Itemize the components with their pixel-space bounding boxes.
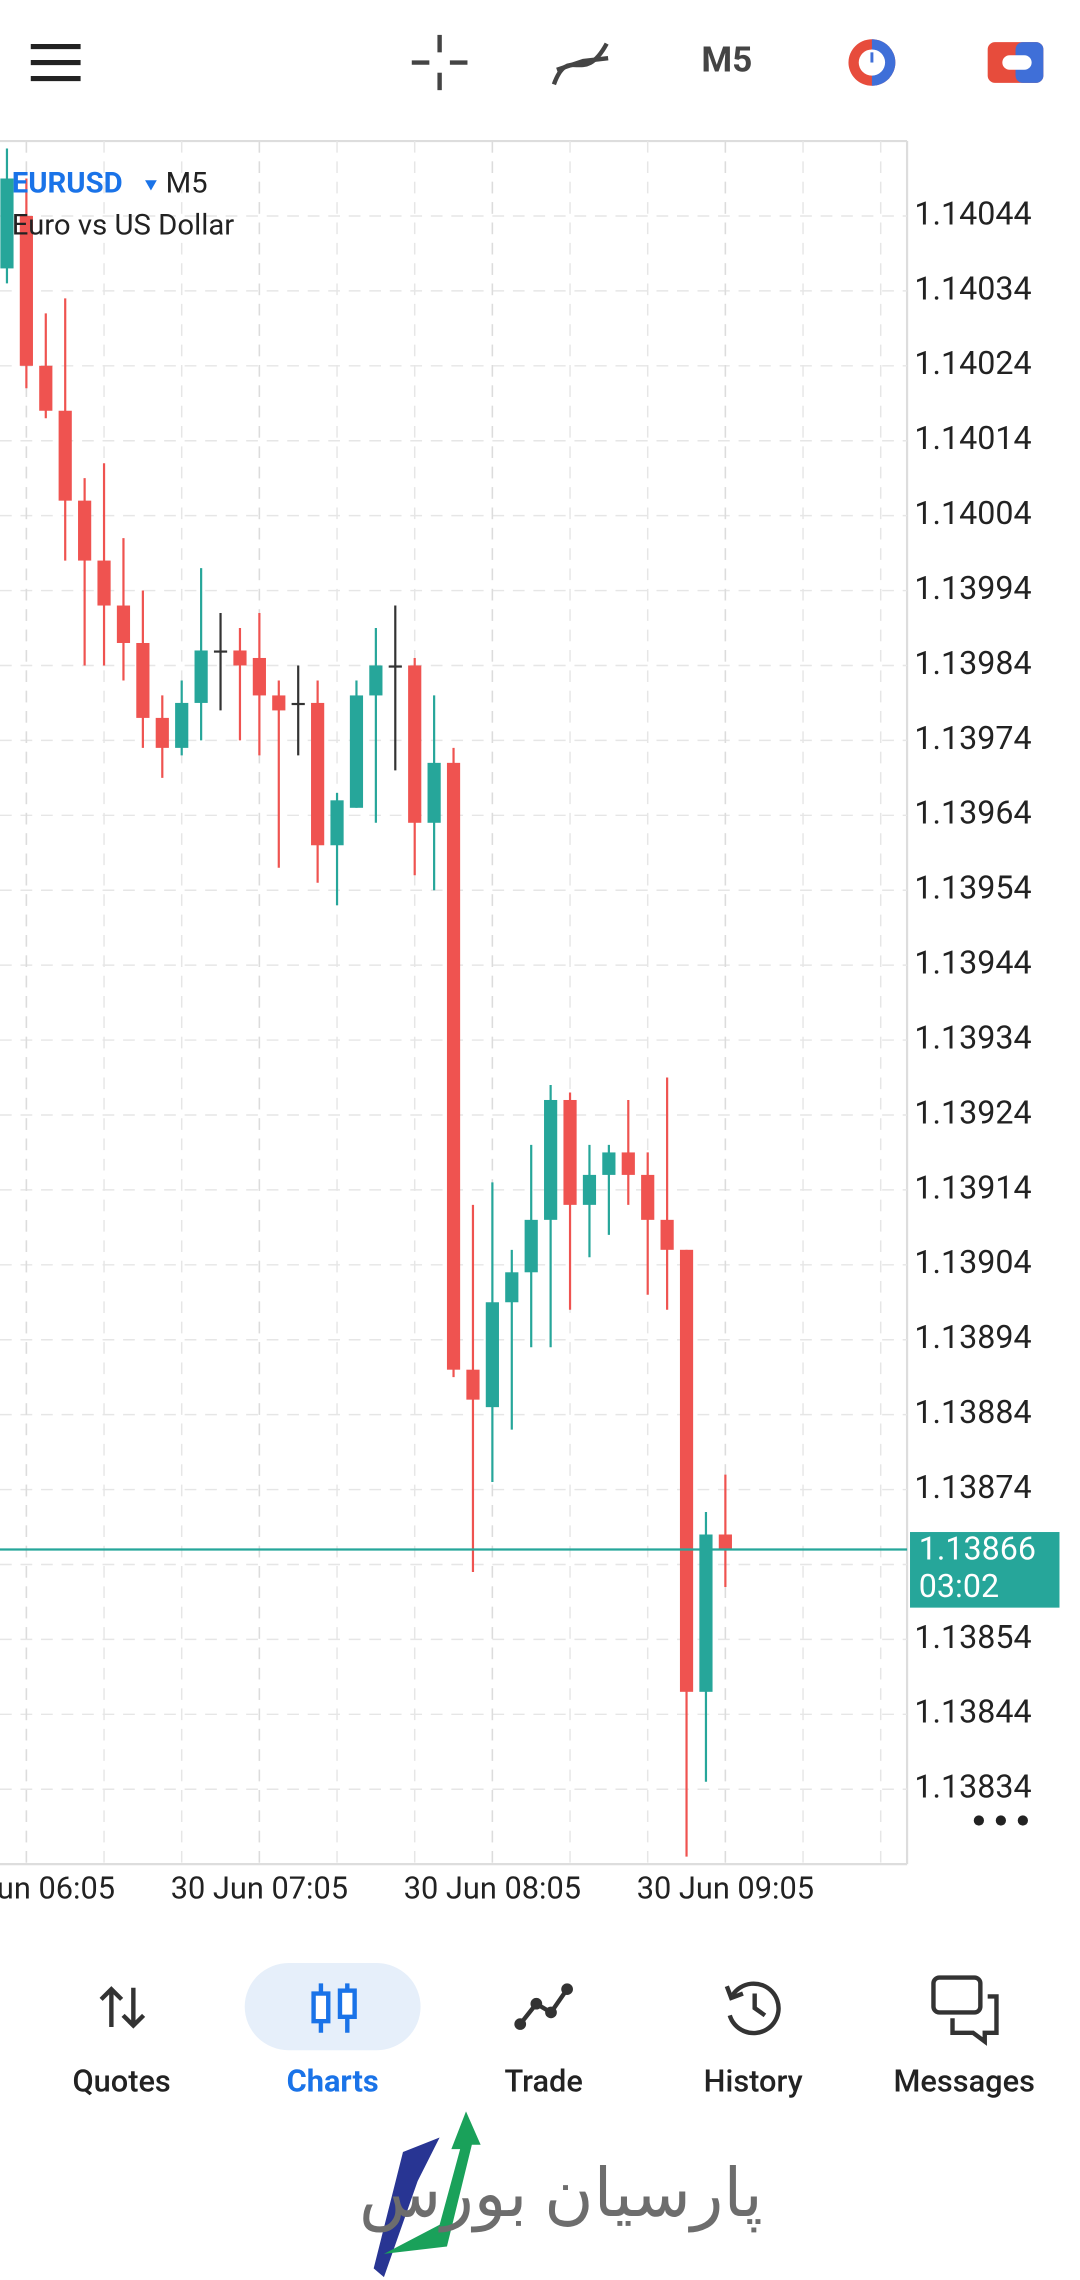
candle-body	[330, 800, 344, 846]
y-tick-label: 1.13934	[914, 1019, 1031, 1057]
crosshair-button[interactable]	[411, 34, 468, 91]
y-tick-label: 1.13914	[914, 1168, 1031, 1206]
candle-body	[466, 1369, 480, 1400]
nav-tab[interactable]: Trade	[504, 2065, 582, 2100]
watermark-logo	[373, 2111, 481, 2278]
candle-body	[272, 695, 286, 711]
trade-icon	[514, 1983, 573, 2030]
y-tick-label: 1.13984	[914, 644, 1031, 682]
candle-body	[427, 762, 441, 823]
y-tick-label: 1.14034	[914, 269, 1031, 307]
candle-body	[679, 1249, 694, 1692]
y-tick-label: 1.14044	[914, 195, 1031, 233]
current-price-box	[910, 1532, 1060, 1608]
candle-body	[116, 605, 131, 643]
chart-timeframe: M5	[166, 166, 208, 200]
y-tick-label: 1.13894	[914, 1318, 1031, 1356]
candle-body	[194, 650, 208, 703]
candle-body	[155, 717, 169, 748]
countdown-label: 03:02	[919, 1567, 999, 1605]
x-tick-label: 30 Jun 08:05	[404, 1871, 581, 1906]
candle-body	[388, 665, 402, 668]
y-tick-label: 1.13974	[914, 719, 1031, 757]
timeframe-button[interactable]: M5	[701, 40, 752, 81]
candle-body	[58, 410, 72, 501]
candle-body	[524, 1219, 538, 1273]
candle-body	[446, 762, 461, 1370]
candle-body	[233, 650, 247, 666]
chart-layer: 1.14044 1.14034 1.14024 1.14014 1.14004 1.139…	[0, 141, 1060, 1906]
y-tick-label: 1.14024	[914, 344, 1031, 382]
candle-body	[78, 500, 92, 561]
candle-body	[544, 1099, 558, 1220]
y-tick-label: 1.14004	[914, 494, 1031, 532]
candle-body	[349, 695, 364, 808]
candle-body	[39, 365, 53, 411]
indicators-button[interactable]	[551, 42, 609, 86]
candle-body	[369, 665, 383, 696]
y-tick-label: 1.13964	[914, 794, 1031, 832]
bottom-navigation: Quotes Charts Trade History Messages	[72, 2065, 1034, 2100]
candle-body	[563, 1099, 577, 1205]
y-tick-label: 1.13904	[914, 1243, 1031, 1281]
more-button[interactable]	[973, 1815, 1028, 1826]
candle-body	[97, 560, 111, 606]
quotes-icon	[99, 1986, 146, 2029]
candle-body	[505, 1272, 519, 1303]
nav-tab[interactable]: Messages	[894, 2065, 1035, 2100]
candle-body	[175, 702, 189, 748]
y-tick-label: 1.13834	[914, 1768, 1031, 1806]
x-tick-label: 30 Jun 07:05	[171, 1871, 348, 1906]
candle-body	[602, 1152, 616, 1175]
clock-button[interactable]	[848, 39, 896, 86]
candle-body	[582, 1174, 597, 1205]
candle-body	[19, 215, 33, 366]
nav-tab[interactable]: Charts	[287, 2065, 379, 2100]
nav-tab[interactable]: History	[704, 2065, 803, 2100]
candle-body	[699, 1534, 713, 1692]
candle-body	[311, 702, 325, 846]
candle-body	[485, 1302, 499, 1408]
current-price-label: 1.13866	[919, 1530, 1036, 1568]
y-tick-label: 1.13954	[914, 869, 1031, 907]
history-icon	[724, 1981, 781, 2036]
candle-body	[252, 657, 266, 696]
active-tab-highlight	[244, 1963, 421, 2051]
candle-body	[641, 1174, 655, 1220]
charts-icon	[311, 1983, 357, 2033]
nav-tab[interactable]: Quotes	[72, 2065, 170, 2100]
candle-body	[718, 1534, 732, 1550]
y-tick-label: 1.13924	[914, 1094, 1031, 1132]
y-tick-label: 1.13874	[914, 1468, 1031, 1506]
plot-area	[0, 139, 909, 1866]
menu-button[interactable]	[30, 43, 81, 82]
y-tick-label: 1.13994	[914, 569, 1031, 607]
candle-body	[291, 702, 305, 706]
x-tick-label: 30 Jun 06:05	[0, 1871, 115, 1906]
candle-body	[136, 642, 150, 718]
symbol-description: Euro vs US Dollar	[12, 209, 235, 243]
watermark-text: پارسیان بورس	[359, 2155, 763, 2233]
messages-icon	[931, 1975, 999, 2046]
y-tick-label: 1.13944	[914, 944, 1031, 982]
x-tick-label: 30 Jun 09:05	[637, 1871, 814, 1906]
y-tick-label: 1.13844	[914, 1693, 1031, 1731]
candle-body	[213, 650, 228, 653]
symbol[interactable]: EURUSD	[12, 166, 123, 200]
candle-body	[408, 665, 422, 823]
candle-body	[0, 178, 14, 269]
symbol-dropdown-arrow[interactable]	[145, 180, 157, 191]
candle-body	[621, 1152, 635, 1175]
candle-body	[660, 1219, 674, 1250]
trade-button[interactable]	[987, 42, 1044, 83]
y-tick-label: 1.14014	[914, 419, 1031, 457]
y-tick-label: 1.13854	[914, 1618, 1031, 1656]
y-tick-label: 1.13884	[914, 1393, 1031, 1431]
